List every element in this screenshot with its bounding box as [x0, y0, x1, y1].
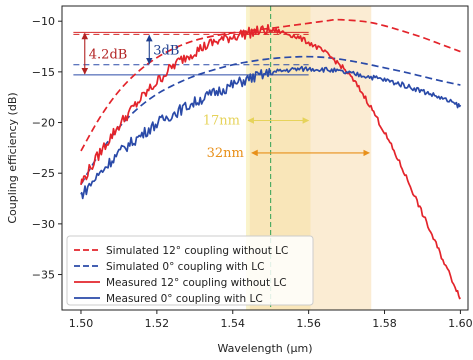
series-line-0	[80, 18, 461, 152]
series-line-3	[80, 65, 462, 200]
legend-label-2: Measured 12° coupling without LC	[106, 277, 287, 289]
x-tick-label-2: 1.54	[220, 317, 245, 330]
legend-box	[66, 235, 314, 306]
x-tick-label-4: 1.58	[372, 317, 397, 330]
y-tick-label-2: −25	[32, 167, 55, 180]
x-tick-label-1: 1.52	[145, 317, 170, 330]
y-tick-label-5: −10	[32, 15, 55, 28]
y-axis: −35 −30 −25 −20 −15 −10	[32, 15, 62, 282]
legend-label-1: Simulated 0° coupling with LC	[106, 261, 264, 273]
x-axis-title: Wavelength (μm)	[217, 342, 312, 355]
x-tick-label-5: 1.60	[448, 317, 473, 330]
plot-frame	[61, 5, 469, 311]
y-tick-label-4: −15	[32, 66, 55, 79]
x-axis: 1.50 1.52 1.54 1.56 1.58 1.60	[69, 310, 473, 330]
x-tick-label-3: 1.56	[296, 317, 321, 330]
legend-label-0: Simulated 12° coupling without LC	[106, 245, 288, 257]
y-tick-label-1: −30	[32, 218, 55, 231]
legend-label-3: Measured 0° coupling with LC	[106, 293, 263, 305]
y-axis-title: Coupling efficiency (dB)	[6, 92, 19, 223]
series-line-1	[80, 55, 461, 185]
annotation-label-4.2dB: 4.2dB	[89, 48, 128, 63]
legend: Simulated 12° coupling without LC Simulat…	[66, 235, 314, 306]
band-label-32nm: 32nm	[207, 146, 244, 161]
x-tick-label-0: 1.50	[69, 317, 94, 330]
annotations: 4.2dB 3dB	[81, 32, 179, 75]
annotation-label-3dB: 3dB	[153, 44, 179, 59]
y-tick-label-3: −20	[32, 117, 55, 130]
series-line-2	[80, 23, 462, 300]
series-lines	[80, 18, 462, 300]
band-label-17nm: 17nm	[203, 114, 240, 129]
y-tick-label-0: −35	[32, 269, 55, 282]
